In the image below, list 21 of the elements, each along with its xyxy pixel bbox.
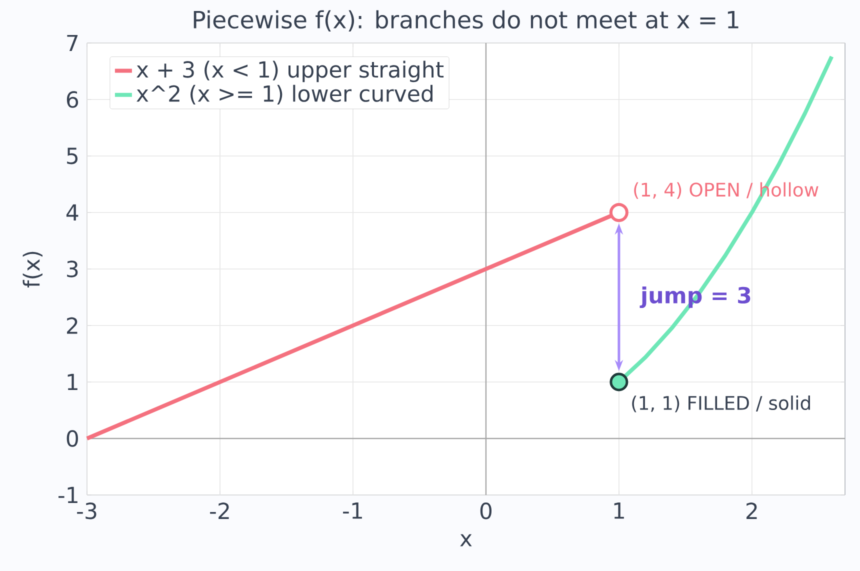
y-tick-label: 1 (68, 374, 78, 390)
y-tick-label: 3 (67, 260, 78, 278)
y-tick-label: 0 (66, 430, 78, 447)
chart-title: Piecewise f(x): branches do not meet at x = 1 (194, 10, 738, 32)
legend-label: x + 3 (x < 1) upper straight (136, 60, 444, 82)
y-axis-title: f(x) (22, 252, 42, 288)
y-tick-label: 6 (66, 91, 78, 108)
x-tick-label: -2 (210, 502, 229, 519)
x-axis-title: x (460, 534, 472, 546)
x-tick-label: 2 (746, 502, 757, 519)
y-tick-label: 5 (67, 148, 78, 164)
y-tick-label: 7 (67, 34, 78, 52)
annotation: (1, 1) FILLED / solid (632, 396, 810, 412)
legend-label: x^2 (x >= 1) lower curved (136, 84, 432, 105)
x-tick-label: -3 (77, 502, 96, 520)
x-tick-label: -1 (343, 502, 362, 519)
y-tick-label: -1 (58, 486, 78, 504)
x-tick-label: 1 (614, 502, 624, 519)
x-tick-label: 0 (480, 502, 492, 520)
y-tick-label: 4 (66, 204, 78, 221)
y-tick-label: 2 (67, 317, 78, 334)
